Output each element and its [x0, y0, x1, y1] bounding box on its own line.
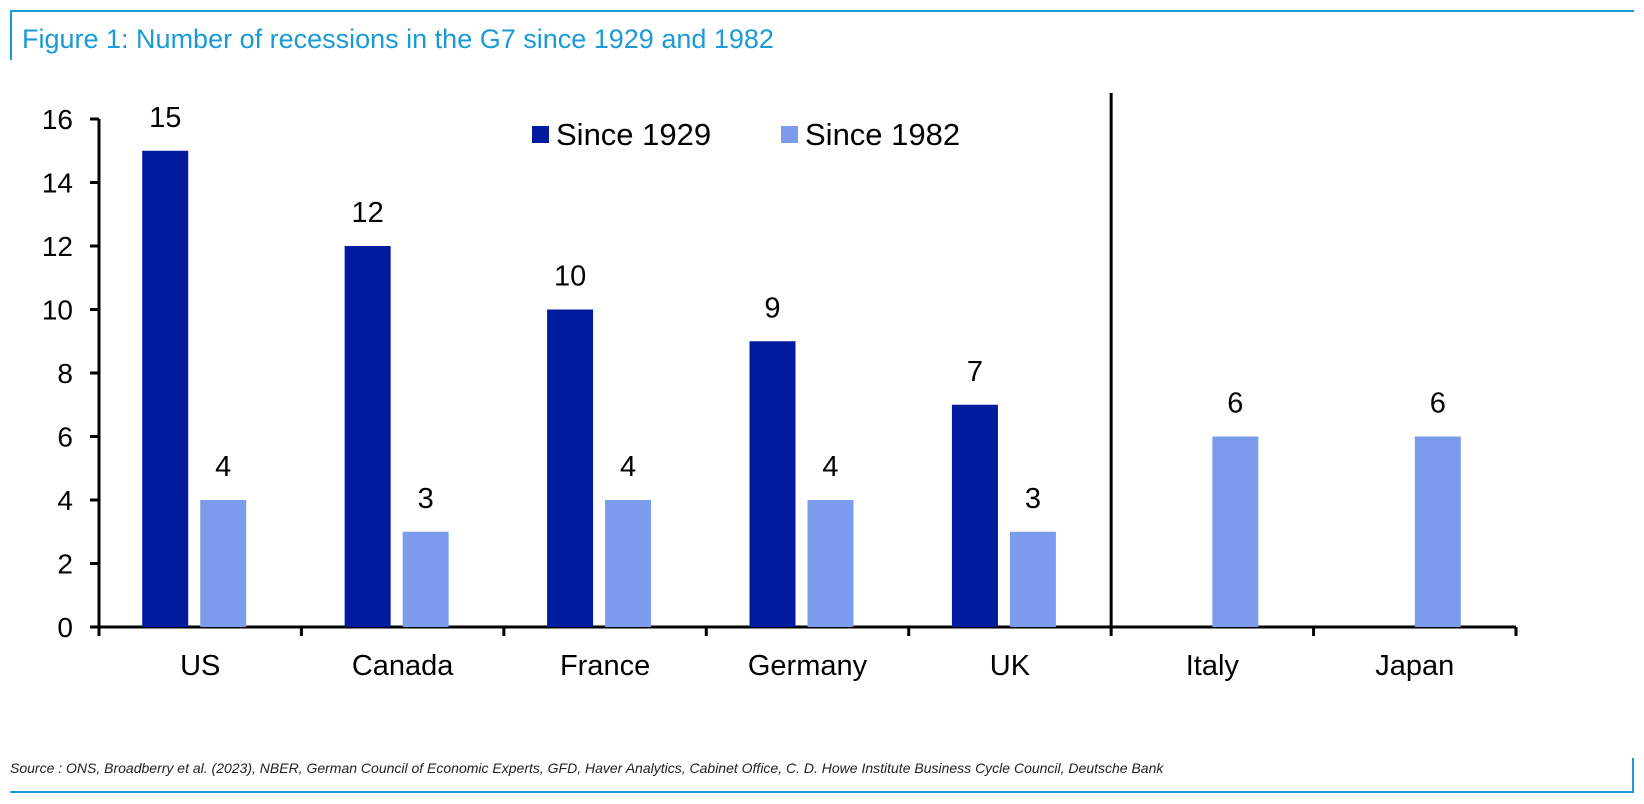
data-label: 4 — [620, 451, 636, 483]
data-label: 3 — [1025, 483, 1041, 515]
bar-since-1982 — [807, 500, 854, 627]
bar-chart: 0 2 4 6 8 10 12 14 16 US 15 4 Canada 12 3 France 10 4 Germ… — [42, 93, 1518, 682]
data-label: 4 — [215, 451, 231, 483]
y-tick-label: 10 — [42, 295, 73, 326]
legend-label: Since 1982 — [805, 117, 960, 152]
bar-since-1929 — [951, 404, 998, 627]
x-category-label: UK — [990, 650, 1031, 682]
frame-top-border — [10, 10, 1634, 12]
x-category-label: Italy — [1186, 650, 1240, 682]
bar-since-1929 — [547, 309, 594, 627]
bar-since-1929 — [142, 150, 189, 627]
x-category-label: France — [560, 650, 650, 682]
y-tick-label: 4 — [57, 485, 73, 516]
bar-since-1982 — [1414, 436, 1461, 627]
source-note: Source : ONS, Broadberry et al. (2023), … — [10, 760, 1164, 776]
data-label: 12 — [352, 197, 384, 229]
data-label: 6 — [1227, 388, 1243, 420]
x-category-label: Germany — [748, 650, 868, 682]
y-tick-label: 2 — [57, 549, 73, 580]
chart-title: Figure 1: Number of recessions in the G7… — [22, 24, 774, 54]
legend-swatch — [532, 126, 549, 143]
bar-since-1982 — [200, 500, 247, 627]
frame-left-border — [10, 10, 12, 60]
data-label: 9 — [764, 292, 780, 324]
bar-since-1929 — [749, 341, 796, 627]
data-label: 4 — [822, 451, 838, 483]
y-tick-label: 0 — [57, 612, 73, 643]
data-label: 7 — [967, 356, 983, 388]
data-label: 10 — [554, 261, 586, 293]
bar-since-1982 — [1212, 436, 1259, 627]
legend-swatch — [781, 126, 798, 143]
bar-since-1982 — [605, 500, 652, 627]
legend-label: Since 1929 — [556, 117, 711, 152]
data-label: 6 — [1430, 388, 1446, 420]
bar-since-1982 — [402, 531, 449, 627]
bar-since-1982 — [1009, 531, 1056, 627]
y-tick-label: 14 — [42, 168, 73, 199]
frame-bottom-border — [10, 791, 1634, 793]
data-label: 15 — [149, 102, 181, 134]
x-category-label: Canada — [352, 650, 454, 682]
y-tick-label: 12 — [42, 231, 73, 262]
y-tick-label: 16 — [42, 104, 73, 135]
y-tick-label: 8 — [57, 358, 73, 389]
x-category-label: US — [180, 650, 220, 682]
frame-right-border — [1632, 758, 1634, 792]
x-category-label: Japan — [1375, 650, 1454, 682]
y-tick-label: 6 — [57, 422, 73, 453]
data-label: 3 — [418, 483, 434, 515]
bar-since-1929 — [344, 246, 391, 627]
